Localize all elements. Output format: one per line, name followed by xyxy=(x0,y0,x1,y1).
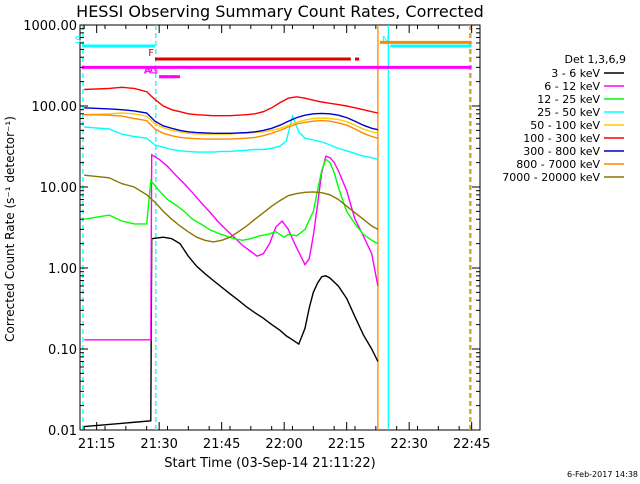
y-tick-label: 0.01 xyxy=(48,424,77,439)
series-line-6 xyxy=(84,107,379,135)
series-line-1 xyxy=(84,153,379,341)
legend-label: 7000 - 20000 keV xyxy=(502,171,600,184)
plot-frame xyxy=(79,24,481,431)
y-tick-label: 1000.00 xyxy=(23,19,77,34)
y-tick-label: 0.10 xyxy=(48,343,77,358)
x-tick-label: 21:15 xyxy=(78,437,115,452)
series-line-3 xyxy=(84,113,379,160)
x-tick-label: 22:30 xyxy=(390,437,427,452)
y-axis-label: Corrected Count Rate (s⁻¹ detector⁻¹) xyxy=(3,116,17,342)
x-tick-label: 21:30 xyxy=(140,437,177,452)
legend-label: 800 - 7000 keV xyxy=(516,158,600,171)
legend-label: 300 - 800 keV xyxy=(523,145,600,158)
y-tick-label: 1.00 xyxy=(48,262,77,277)
series-line-2 xyxy=(84,158,379,245)
flag-label: F xyxy=(148,48,154,59)
series-line-8 xyxy=(84,174,379,243)
axis-ticks: 0.01 0.10 1.00 10.00 100.00 1000.00 21:15 21:30… xyxy=(23,19,490,452)
legend-label: 100 - 300 keV xyxy=(523,132,600,145)
series-layer xyxy=(84,86,379,428)
x-tick-label: 22:00 xyxy=(265,437,302,452)
footer-timestamp: 6-Feb-2017 14:38 xyxy=(567,470,638,479)
x-tick-label: 22:15 xyxy=(328,437,365,452)
chart-title: HESSI Observing Summary Count Rates, Cor… xyxy=(76,2,484,21)
legend-label: 25 - 50 keV xyxy=(537,106,600,119)
flag-label: S xyxy=(75,35,81,46)
x-tick-label: 21:45 xyxy=(203,437,240,452)
legend-label: 6 - 12 keV xyxy=(544,80,600,93)
y-tick-label: 100.00 xyxy=(32,100,78,115)
legend-label: 50 - 100 keV xyxy=(530,119,600,132)
x-axis-label: Start Time (03-Sep-14 21:11:22) xyxy=(164,456,375,471)
series-line-0 xyxy=(84,236,379,428)
flag-label: AG xyxy=(144,66,158,77)
series-line-7 xyxy=(84,114,379,140)
legend-title: Det 1,3,6,9 xyxy=(564,53,626,66)
plot-area xyxy=(79,24,481,431)
x-tick-label: 22:45 xyxy=(453,437,490,452)
y-tick-label: 10.00 xyxy=(40,181,77,196)
legend-label: 3 - 6 keV xyxy=(551,67,600,80)
series-line-5 xyxy=(84,86,379,117)
flag-label: N xyxy=(382,35,389,46)
flag-label: A1 xyxy=(145,66,158,77)
legend-label: 12 - 25 keV xyxy=(537,93,600,106)
